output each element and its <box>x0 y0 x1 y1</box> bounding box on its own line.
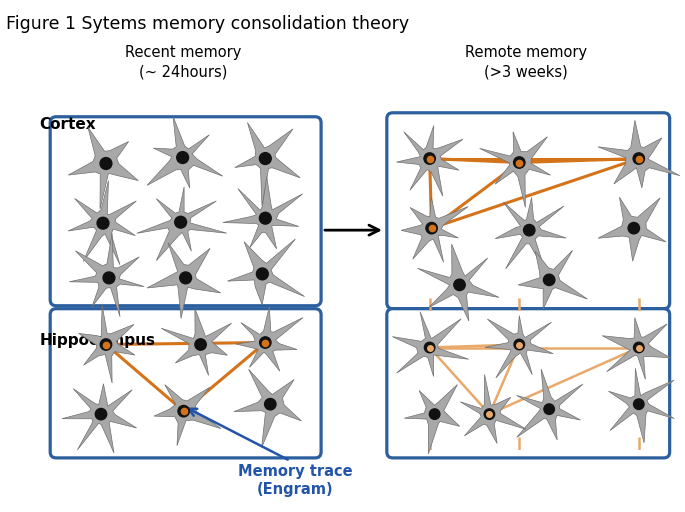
Circle shape <box>425 342 435 353</box>
Polygon shape <box>68 181 136 265</box>
Polygon shape <box>401 197 469 262</box>
Polygon shape <box>227 239 305 305</box>
FancyBboxPatch shape <box>387 309 670 458</box>
Polygon shape <box>62 384 136 453</box>
Circle shape <box>175 216 186 228</box>
Polygon shape <box>479 132 551 207</box>
Polygon shape <box>418 244 499 321</box>
Circle shape <box>260 212 271 224</box>
Text: Recent memory
(~ 24hours): Recent memory (~ 24hours) <box>125 45 242 80</box>
Circle shape <box>633 153 645 164</box>
Circle shape <box>100 158 112 169</box>
Circle shape <box>100 339 112 350</box>
Circle shape <box>514 339 525 350</box>
Circle shape <box>544 404 554 414</box>
Text: Hippocampus: Hippocampus <box>39 333 155 348</box>
Circle shape <box>177 152 188 163</box>
Text: Remote memory
(>3 weeks): Remote memory (>3 weeks) <box>465 45 587 80</box>
Polygon shape <box>397 125 463 196</box>
Circle shape <box>195 339 206 350</box>
Circle shape <box>429 409 440 419</box>
Polygon shape <box>518 250 588 309</box>
Polygon shape <box>147 243 221 318</box>
Polygon shape <box>404 385 460 454</box>
Polygon shape <box>161 309 232 375</box>
Polygon shape <box>79 305 135 383</box>
Circle shape <box>514 157 525 168</box>
Polygon shape <box>235 122 300 206</box>
Polygon shape <box>223 177 303 249</box>
Circle shape <box>95 409 107 420</box>
Circle shape <box>256 268 269 280</box>
Polygon shape <box>234 369 301 447</box>
Circle shape <box>634 399 644 410</box>
Polygon shape <box>147 116 223 188</box>
Circle shape <box>103 272 115 284</box>
Circle shape <box>634 342 644 353</box>
Circle shape <box>424 153 436 164</box>
Polygon shape <box>236 307 303 371</box>
Polygon shape <box>460 374 526 443</box>
Circle shape <box>628 222 640 234</box>
FancyBboxPatch shape <box>387 113 670 309</box>
Circle shape <box>179 272 192 284</box>
Polygon shape <box>69 233 145 317</box>
Text: Figure 1 Sytems memory consolidation theory: Figure 1 Sytems memory consolidation the… <box>6 15 410 33</box>
FancyBboxPatch shape <box>50 117 321 306</box>
Polygon shape <box>495 198 566 272</box>
Circle shape <box>523 224 535 236</box>
Polygon shape <box>485 315 553 378</box>
Text: Memory trace
(Engram): Memory trace (Engram) <box>238 464 353 498</box>
Text: Cortex: Cortex <box>39 117 96 132</box>
Circle shape <box>97 217 109 229</box>
FancyBboxPatch shape <box>50 309 321 458</box>
Polygon shape <box>393 312 469 376</box>
Polygon shape <box>154 385 221 445</box>
Circle shape <box>264 398 276 410</box>
Circle shape <box>543 274 555 286</box>
Polygon shape <box>68 127 138 209</box>
Polygon shape <box>598 197 666 261</box>
Polygon shape <box>598 120 680 188</box>
Circle shape <box>454 279 465 290</box>
Polygon shape <box>137 187 227 261</box>
Polygon shape <box>602 318 671 379</box>
Circle shape <box>484 409 495 419</box>
Circle shape <box>260 337 271 348</box>
Polygon shape <box>608 368 674 443</box>
Circle shape <box>260 153 271 164</box>
Polygon shape <box>516 369 583 440</box>
Circle shape <box>426 222 437 234</box>
Circle shape <box>178 406 189 417</box>
